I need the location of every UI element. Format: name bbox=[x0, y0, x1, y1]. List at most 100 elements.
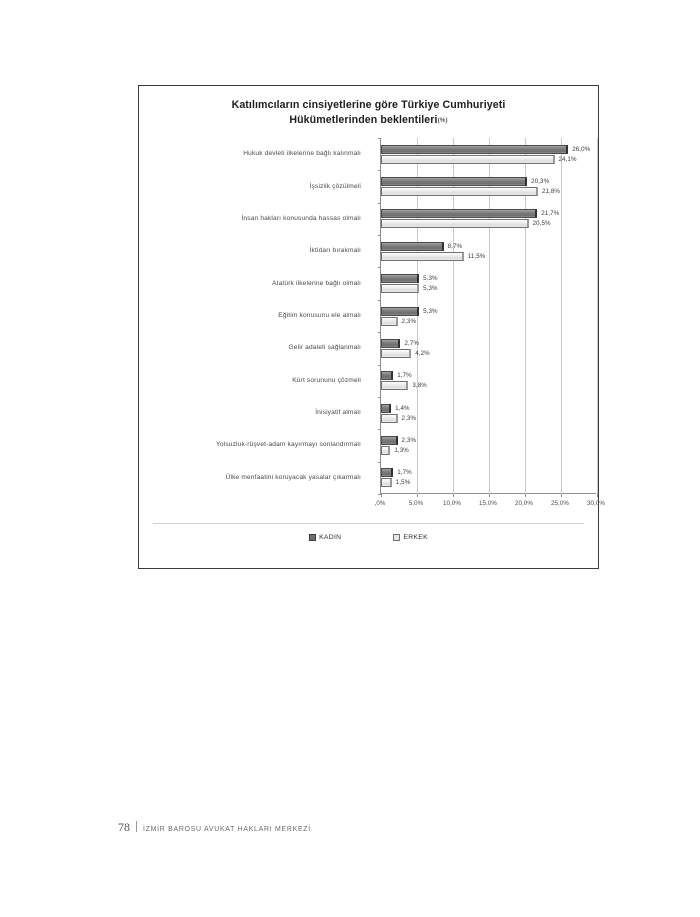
category-label: Gelir adaleti sağlanmalı bbox=[288, 344, 361, 352]
bar-value-label: 20,5% bbox=[532, 220, 551, 228]
y-axis-tick bbox=[378, 364, 381, 366]
gridline bbox=[453, 138, 454, 494]
category-label: Atatürk ilkelerine bağlı olmalı bbox=[272, 279, 361, 287]
y-axis-tick bbox=[378, 299, 381, 301]
category-label: İnisiyatif almalı bbox=[315, 409, 361, 417]
chart-legend: KADIN ERKEK bbox=[153, 523, 584, 547]
category-label: Kürt sorununu çözmeli bbox=[292, 376, 361, 384]
x-axis-line bbox=[381, 493, 596, 494]
bar-erkek-6 bbox=[381, 348, 412, 358]
bar-value-label: 2,3% bbox=[401, 317, 417, 325]
bar-erkek-2 bbox=[381, 219, 529, 229]
x-axis-tick-labels: ,0% 5,0% 10,0% 15,0% 20,0% 25,0% 30,0% bbox=[375, 498, 605, 510]
bar-value-label: 1,4% bbox=[395, 404, 410, 412]
x-axis-tick bbox=[453, 494, 454, 497]
bar-value-label: 2,3% bbox=[401, 436, 417, 444]
y-axis-tick bbox=[378, 429, 381, 431]
gridline bbox=[489, 138, 490, 494]
bar-value-label: 2,3% bbox=[401, 414, 417, 422]
gridline bbox=[597, 138, 598, 494]
bar-value-label: 4,2% bbox=[415, 349, 430, 357]
footer-institution-text: İZMİR BAROSU AVUKAT HAKLARI MERKEZİ bbox=[143, 826, 311, 833]
bar-value-label: 24,1% bbox=[558, 155, 577, 163]
bar-value-label: 1,3% bbox=[394, 446, 409, 454]
gridline bbox=[561, 138, 562, 494]
legend-swatch-icon bbox=[309, 533, 317, 541]
bar-kadin-1 bbox=[381, 177, 528, 187]
bar-erkek-1 bbox=[381, 187, 538, 197]
x-axis-tick-label: ,0% bbox=[374, 500, 386, 507]
category-label: Hukuk devleti ilkelerine bağlı kalınmalı bbox=[243, 150, 361, 158]
x-axis-tick-label: 20,0% bbox=[514, 500, 534, 507]
bar-value-label: 2,7% bbox=[404, 339, 419, 347]
bar-value-label: 5,3% bbox=[423, 307, 438, 315]
y-axis-tick bbox=[378, 267, 381, 269]
page-footer: 78 İZMİR BAROSU AVUKAT HAKLARI MERKEZİ bbox=[118, 820, 311, 835]
plot-wrapper: Hukuk devleti ilkelerine bağlı kalınmalı… bbox=[153, 138, 605, 516]
x-axis-tick-label: 15,0% bbox=[478, 500, 498, 507]
category-label: Yolsuzluk-rüşvet-adam kayırmayı sonlandı… bbox=[215, 441, 361, 449]
bar-value-label: 21,7% bbox=[541, 210, 560, 218]
bar-value-label: 20,3% bbox=[531, 178, 550, 186]
bar-erkek-0 bbox=[381, 154, 555, 164]
legend-swatch-icon bbox=[393, 533, 401, 541]
bar-kadin-8 bbox=[381, 403, 392, 413]
legend-item-kadin[interactable]: KADIN bbox=[309, 533, 342, 541]
bar-erkek-9 bbox=[381, 445, 391, 455]
x-axis-tick-label: 5,0% bbox=[408, 500, 424, 507]
x-axis-tick bbox=[561, 494, 562, 497]
bar-value-label: 5,3% bbox=[423, 285, 438, 293]
bar-kadin-4 bbox=[381, 274, 420, 284]
footer-divider bbox=[136, 821, 137, 832]
bar-value-label: 1,5% bbox=[395, 479, 411, 487]
bar-value-label: 8,7% bbox=[447, 242, 463, 250]
y-axis-tick bbox=[378, 494, 381, 495]
bar-value-label: 1,7% bbox=[397, 372, 412, 380]
x-axis-tick-label: 25,0% bbox=[550, 500, 570, 507]
category-label: Eğitim konusunu ele almalı bbox=[278, 312, 361, 319]
x-axis-tick bbox=[489, 494, 490, 497]
category-label: İktidarı bırakmalı bbox=[309, 247, 361, 255]
y-axis-tick bbox=[378, 202, 381, 204]
bar-value-label: 21,8% bbox=[541, 188, 560, 196]
category-axis-labels: Hukuk devleti ilkelerine bağlı kalınmalı… bbox=[153, 138, 365, 516]
category-label: İnsan hakları konusunda hassas olmalı bbox=[241, 214, 361, 222]
category-label: İşsizlik çözülmeli bbox=[309, 182, 361, 190]
bar-erkek-4 bbox=[381, 284, 420, 294]
x-axis-tick-label: 10,0% bbox=[442, 500, 462, 507]
bar-kadin-7 bbox=[381, 371, 394, 381]
bar-erkek-10 bbox=[381, 478, 392, 488]
x-axis-tick bbox=[417, 494, 418, 497]
bar-value-label: 11,5% bbox=[467, 252, 486, 260]
gridline bbox=[417, 138, 418, 494]
gridline bbox=[525, 138, 526, 494]
chart-title-line-2: Hükümetlerinden beklentileri bbox=[289, 113, 438, 126]
bar-erkek-7 bbox=[381, 381, 409, 391]
bar-kadin-9 bbox=[381, 435, 398, 445]
bar-erkek-8 bbox=[381, 413, 398, 423]
legend-item-erkek[interactable]: ERKEK bbox=[393, 533, 428, 541]
bar-kadin-0 bbox=[381, 144, 569, 154]
plot-area: 26,0% 24,1% 20,3% 21,8% 21,7% 20,5% 8,7% 11,5% 5… bbox=[378, 138, 598, 497]
x-axis-tick bbox=[597, 494, 598, 497]
y-axis-tick bbox=[378, 170, 381, 172]
bar-kadin-10 bbox=[381, 468, 394, 478]
bar-erkek-3 bbox=[381, 251, 464, 261]
x-axis-tick bbox=[525, 494, 526, 497]
bar-kadin-3 bbox=[381, 241, 444, 251]
bar-value-label: 1,7% bbox=[397, 469, 412, 477]
bar-kadin-6 bbox=[381, 338, 401, 348]
chart-title-line-1: Katılımcıların cinsiyetlerine göre Türki… bbox=[231, 99, 506, 111]
y-axis-tick bbox=[378, 332, 381, 334]
chart-title-unit-note: (%) bbox=[437, 116, 448, 124]
chart-title: Katılımcıların cinsiyetlerine göre Türki… bbox=[139, 98, 598, 128]
y-axis-tick bbox=[378, 235, 381, 237]
y-axis-tick bbox=[378, 461, 381, 463]
x-axis-tick bbox=[381, 494, 382, 497]
bar-value-label: 3,8% bbox=[412, 382, 427, 390]
legend-label: KADIN bbox=[319, 533, 342, 541]
bar-erkek-5 bbox=[381, 316, 398, 326]
bar-value-label: 26,0% bbox=[572, 145, 591, 153]
chart-container: Katılımcıların cinsiyetlerine göre Türki… bbox=[138, 85, 605, 569]
bar-value-label: 5,3% bbox=[423, 275, 438, 283]
